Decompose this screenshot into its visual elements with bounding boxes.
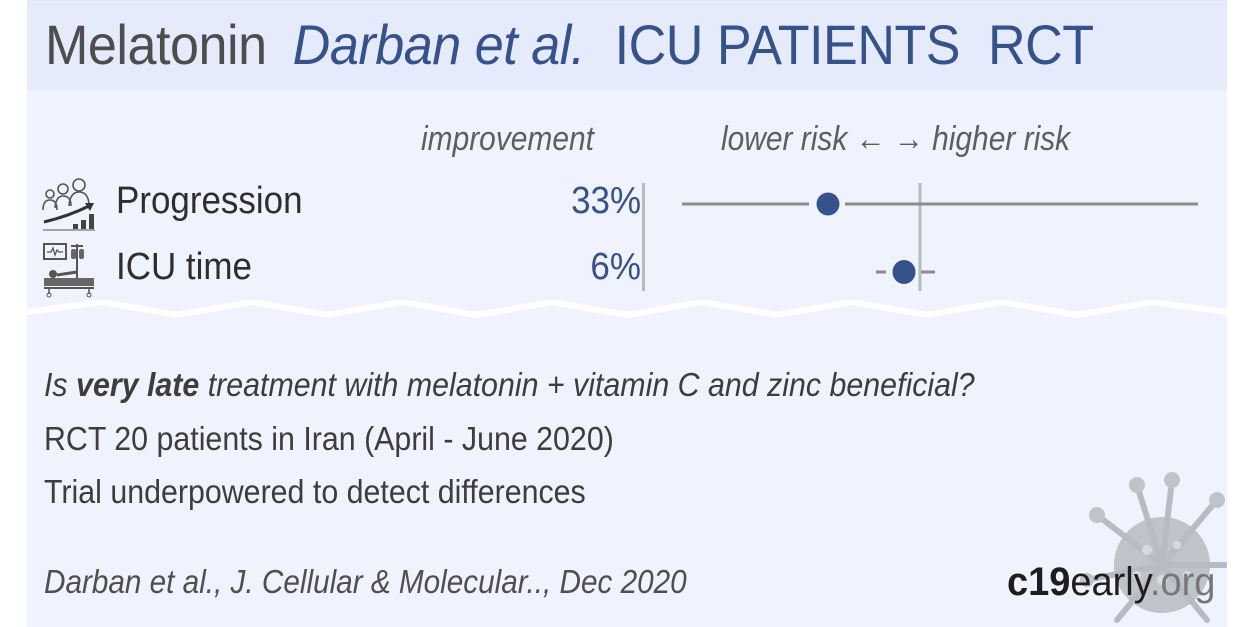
population-label: ICU PATIENTS	[614, 13, 961, 76]
page-title: Melatonin Darban et al. ICU PATIENTS RCT	[45, 13, 1094, 77]
drug-name: Melatonin	[45, 13, 267, 76]
treatment-timing: very late	[76, 366, 200, 403]
improvement-value: 33%	[571, 180, 641, 222]
point-estimate-progression	[816, 192, 840, 216]
study-details: RCT 20 patients in Iran (April - June 20…	[44, 420, 614, 457]
author-name: Darban et al.	[292, 13, 586, 76]
wavy-separator	[27, 300, 1227, 319]
outcome-row-progression: Progression 33%	[41, 176, 641, 232]
brand-logo[interactable]: c19early.org	[1006, 560, 1215, 604]
improvement-value: 6%	[590, 246, 641, 288]
column-divider	[642, 183, 645, 291]
icu-bed-icon	[43, 243, 94, 298]
virus-icon	[1080, 472, 1227, 623]
outcome-label: ICU time	[116, 246, 252, 288]
risk-axis-label: lower risk ← → higher risk	[721, 120, 1071, 158]
study-power-note: Trial underpowered to detect differences	[44, 473, 586, 510]
outcome-label: Progression	[116, 180, 303, 222]
point-estimate-icu-time	[892, 260, 916, 284]
header-bar: Melatonin Darban et al. ICU PATIENTS RCT	[27, 0, 1227, 90]
study-type-label: RCT	[987, 13, 1094, 76]
study-question: Is very late treatment with melatonin + …	[44, 366, 975, 403]
outcome-row-icu-time: ICU time 6%	[41, 242, 641, 298]
improvement-column-header: improvement	[421, 120, 594, 158]
study-card: Melatonin Darban et al. ICU PATIENTS RCT im…	[27, 0, 1227, 627]
patients-progression-icon	[42, 178, 95, 231]
citation: Darban et al., J. Cellular & Molecular..…	[44, 563, 687, 600]
